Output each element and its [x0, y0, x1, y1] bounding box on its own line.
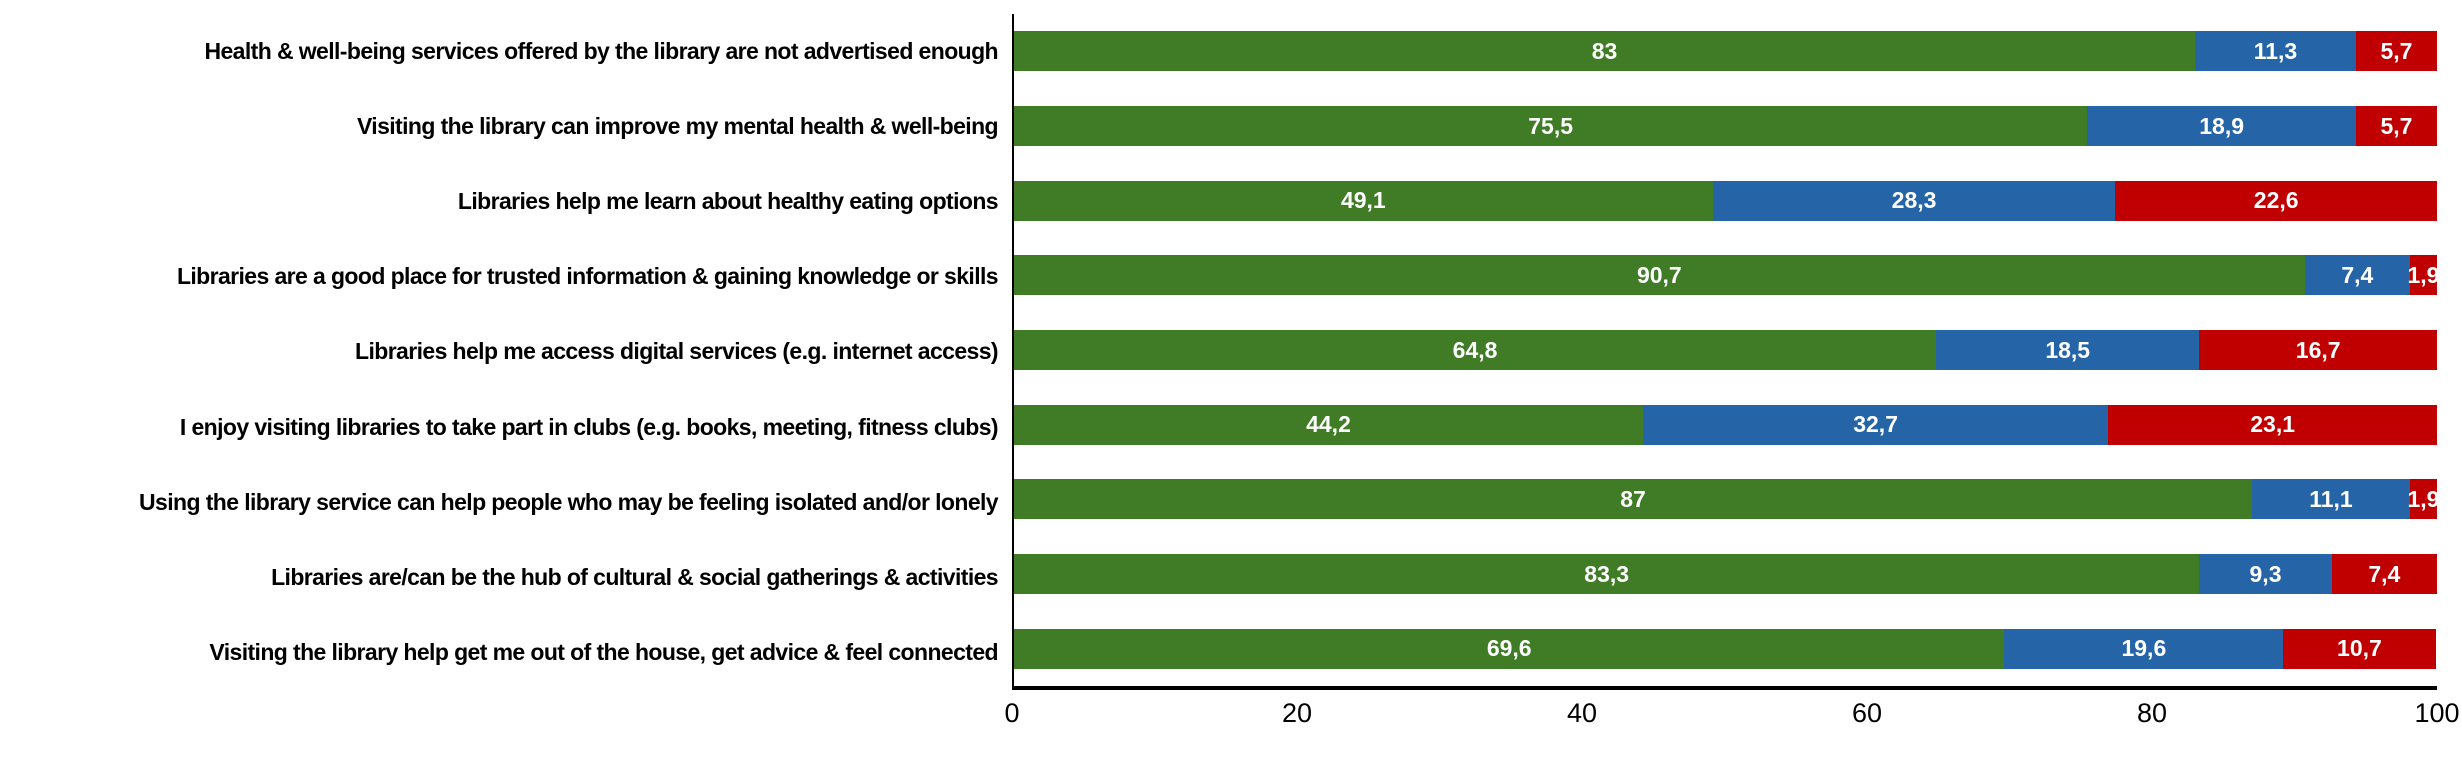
bar-value-label: 7,4 [2341, 261, 2374, 288]
bar-segment-blue: 28,3 [1712, 180, 2116, 221]
bar-track: 69,6 19,6 10,7 [1014, 628, 2437, 669]
bar-segment-green: 90,7 [1014, 255, 2305, 296]
axis-tick-label: 80 [2136, 698, 2168, 728]
bar-track: 90,7 7,4 1,9 [1014, 255, 2440, 296]
category-label: Libraries help me learn about healthy ea… [457, 188, 999, 215]
bar-value-label: 75,5 [1528, 112, 1574, 139]
bar-track: 49,1 28,3 22,6 [1014, 180, 2437, 221]
bar-track: 75,5 18,9 5,7 [1014, 106, 2437, 146]
bar-row: 83 11,3 5,7 [1014, 14, 2437, 89]
bar-segment-blue: 32,7 [1642, 404, 2109, 445]
bar-segment-green: 49,1 [1014, 180, 1713, 221]
bar-segment-red: 23,1 [2108, 404, 2437, 445]
bar-value-label: 9,3 [2249, 560, 2282, 587]
bar-value-label: 16,7 [2295, 336, 2341, 363]
bar-segment-blue: 7,4 [2304, 255, 2410, 296]
bar-value-label: 11,3 [2253, 37, 2298, 64]
bar-value-label: 7,4 [2368, 560, 2401, 587]
bar-segment-green: 69,6 [1014, 628, 2005, 669]
bar-track: 83 11,3 5,7 [1014, 31, 2437, 72]
bar-track: 83,3 9,3 7,4 [1014, 554, 2437, 595]
bar-segment-red: 5,7 [2355, 31, 2437, 72]
bar-value-label: 18,5 [2045, 336, 2091, 363]
bar-segment-red: 1,9 [2407, 255, 2440, 296]
bar-value-label: 5,7 [2380, 37, 2413, 64]
bar-segment-red: 1,9 [2407, 479, 2440, 520]
bar-segment-red: 7,4 [2331, 554, 2437, 595]
bar-segment-green: 75,5 [1014, 106, 2088, 146]
category-label: Visiting the library can improve my ment… [356, 113, 999, 140]
bar-track: 44,2 32,7 23,1 [1014, 404, 2437, 445]
bar-value-label: 44,2 [1306, 411, 1351, 438]
bar-segment-green: 87 [1014, 479, 2252, 520]
plot-area: 83 11,3 5,7 75,5 18,9 5,7 49,1 28,3 22,6 90,7 7,4 1… [1012, 14, 2440, 690]
category-axis: Health & well-being services offered by … [0, 14, 1012, 690]
bar-value-label: 10,7 [2337, 635, 2382, 662]
bar-value-label: 23,1 [2250, 411, 2295, 438]
bar-row: 69,6 19,6 10,7 [1014, 611, 2437, 686]
category-label: Visiting the library help get me out of … [209, 638, 998, 665]
bar-row: 83,3 9,3 7,4 [1014, 537, 2437, 612]
bar-segment-blue: 18,5 [1936, 330, 2200, 371]
category-label: Libraries are a good place for trusted i… [176, 263, 999, 290]
bar-value-label: 1,9 [2407, 485, 2440, 512]
category-label: Using the library service can help peopl… [139, 488, 999, 515]
bar-row: 87 11,1 1,9 [1014, 462, 2440, 537]
bar-segment-blue: 19,6 [2004, 628, 2284, 669]
axis-tick-label: 40 [1566, 698, 1598, 728]
bar-segment-green: 64,8 [1014, 330, 1937, 371]
bar-segment-green: 83 [1014, 31, 2196, 72]
bar-value-label: 64,8 [1452, 336, 1498, 363]
bar-value-label: 87 [1620, 485, 1646, 512]
bar-row: 90,7 7,4 1,9 [1014, 238, 2440, 313]
bar-value-label: 32,7 [1853, 411, 1898, 438]
chart-body: Health & well-being services offered by … [0, 14, 2440, 690]
bar-segment-blue: 11,3 [2195, 31, 2356, 72]
axis-tick-label: 20 [1281, 698, 1313, 728]
bar-value-label: 28,3 [1891, 187, 1937, 214]
bar-segment-green: 44,2 [1014, 404, 1643, 445]
axis-tick-label: 60 [1851, 698, 1883, 728]
bar-segment-blue: 9,3 [2199, 554, 2332, 595]
bar-segment-red: 22,6 [2115, 180, 2437, 221]
bar-value-label: 22,6 [2253, 187, 2299, 214]
bar-segment-green: 83,3 [1014, 554, 2200, 595]
bar-value-label: 49,1 [1340, 187, 1386, 214]
bar-value-label: 83 [1591, 37, 1618, 64]
category-label: Libraries help me access digital service… [355, 338, 999, 365]
bar-value-label: 18,9 [2199, 112, 2245, 139]
bar-value-label: 1,9 [2407, 261, 2440, 288]
category-label: Libraries are/can be the hub of cultural… [271, 563, 999, 590]
bar-track: 64,8 18,5 16,7 [1014, 330, 2437, 371]
category-label: I enjoy visiting libraries to take part … [179, 413, 999, 440]
category-label: Health & well-being services offered by … [204, 38, 998, 65]
value-axis: 0 20 40 60 80 100 [1004, 694, 2459, 738]
bar-value-label: 69,6 [1486, 635, 1532, 662]
bar-row: 49,1 28,3 22,6 [1014, 163, 2437, 238]
bar-row: 44,2 32,7 23,1 [1014, 387, 2437, 462]
bar-value-label: 90,7 [1636, 261, 1682, 288]
bar-track: 87 11,1 1,9 [1014, 479, 2440, 520]
bar-segment-red: 16,7 [2199, 330, 2437, 371]
bar-segment-red: 10,7 [2283, 628, 2436, 669]
bar-row: 75,5 18,9 5,7 [1014, 89, 2437, 164]
bar-value-label: 83,3 [1584, 560, 1630, 587]
bar-segment-blue: 18,9 [2087, 106, 2356, 146]
bar-value-label: 11,1 [2309, 485, 2353, 512]
bar-row: 64,8 18,5 16,7 [1014, 313, 2437, 388]
bar-value-label: 5,7 [2380, 112, 2413, 139]
bar-segment-blue: 11,1 [2252, 479, 2410, 520]
bar-value-label: 19,6 [2121, 635, 2167, 662]
bar-segment-red: 5,7 [2355, 106, 2437, 146]
axis-tick-label: 0 [1004, 698, 1020, 728]
axis-tick-label: 100 [2414, 698, 2460, 728]
